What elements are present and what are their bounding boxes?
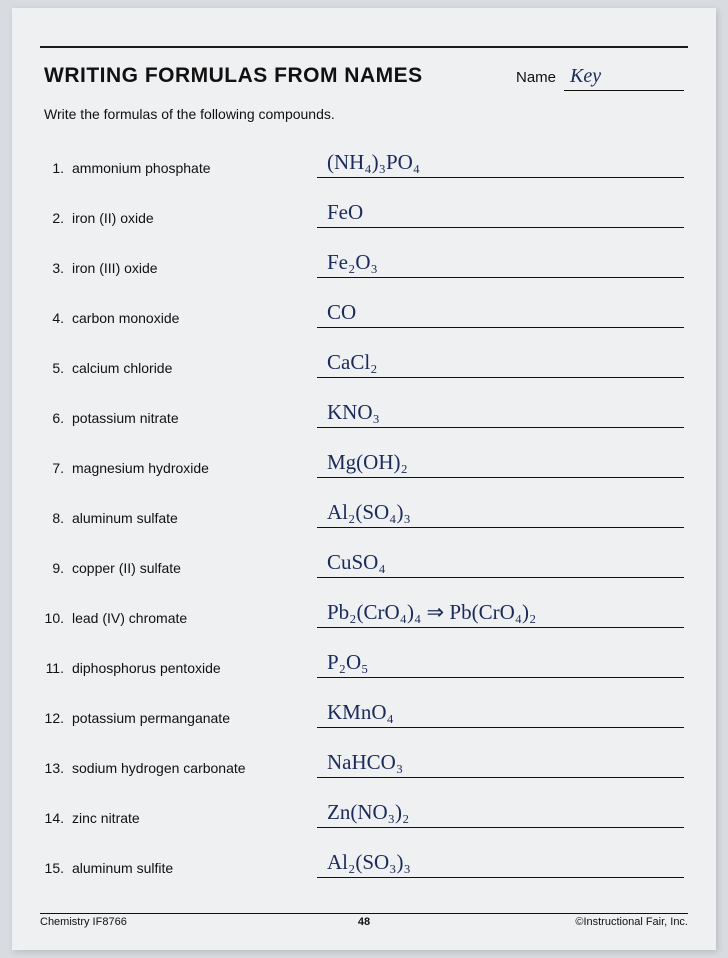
formula-answer: Mg(OH)₂ bbox=[317, 448, 684, 478]
list-item: 2.iron (II) oxide FeO bbox=[44, 182, 684, 232]
formula-answer: Al₂(SO₄)₃ bbox=[317, 498, 684, 528]
worksheet-page: WRITING FORMULAS FROM NAMES Name Key Wri… bbox=[12, 8, 716, 950]
item-number: 13. bbox=[44, 760, 72, 782]
page-title: WRITING FORMULAS FROM NAMES bbox=[44, 64, 423, 88]
footer-page-number: 48 bbox=[358, 916, 370, 928]
formula-answer: P₂O₅ bbox=[317, 648, 684, 678]
name-label: Name bbox=[516, 69, 556, 86]
compound-name: potassium permanganate bbox=[72, 710, 307, 732]
formula-answer: Pb₂(CrO₄)₄ ⇒ Pb(CrO₄)₂ bbox=[317, 598, 684, 628]
list-item: 4.carbon monoxide CO bbox=[44, 282, 684, 332]
compound-name: iron (III) oxide bbox=[72, 260, 307, 282]
name-field-area: Name Key bbox=[516, 65, 684, 91]
compound-name: potassium nitrate bbox=[72, 410, 307, 432]
item-number: 3. bbox=[44, 260, 72, 282]
item-number: 11. bbox=[44, 660, 72, 682]
item-number: 5. bbox=[44, 360, 72, 382]
formula-answer: CuSO₄ bbox=[317, 548, 684, 578]
footer-left: Chemistry IF8766 bbox=[40, 916, 127, 928]
footer-right: ©Instructional Fair, Inc. bbox=[575, 916, 688, 928]
item-number: 4. bbox=[44, 310, 72, 332]
compound-name: ammonium phosphate bbox=[72, 160, 307, 182]
item-number: 1. bbox=[44, 160, 72, 182]
item-number: 15. bbox=[44, 860, 72, 882]
item-number: 7. bbox=[44, 460, 72, 482]
list-item: 12.potassium permanganate KMnO₄ bbox=[44, 682, 684, 732]
footer: Chemistry IF8766 48 ©Instructional Fair,… bbox=[40, 913, 688, 928]
list-item: 9.copper (II) sulfate CuSO₄ bbox=[44, 532, 684, 582]
formula-answer: FeO bbox=[317, 198, 684, 228]
formula-answer: Zn(NO₃)₂ bbox=[317, 798, 684, 828]
item-number: 8. bbox=[44, 510, 72, 532]
list-item: 7.magnesium hydroxide Mg(OH)₂ bbox=[44, 432, 684, 482]
compound-name: diphosphorus pentoxide bbox=[72, 660, 307, 682]
item-number: 14. bbox=[44, 810, 72, 832]
top-rule bbox=[40, 46, 688, 48]
formula-answer: (NH₄)₃PO₄ bbox=[317, 148, 684, 178]
formula-answer: NaHCO₃ bbox=[317, 748, 684, 778]
formula-answer: Fe₂O₃ bbox=[317, 248, 684, 278]
compound-name: zinc nitrate bbox=[72, 810, 307, 832]
list-item: 15.aluminum sulfite Al₂(SO₃)₃ bbox=[44, 832, 684, 882]
header: WRITING FORMULAS FROM NAMES Name Key bbox=[44, 64, 684, 91]
compound-name: iron (II) oxide bbox=[72, 210, 307, 232]
compound-name: sodium hydrogen carbonate bbox=[72, 760, 307, 782]
item-number: 2. bbox=[44, 210, 72, 232]
name-value: Key bbox=[564, 65, 684, 91]
list-item: 6.potassium nitrate KNO₃ bbox=[44, 382, 684, 432]
list-item: 5.calcium chloride CaCl₂ bbox=[44, 332, 684, 382]
instructions: Write the formulas of the following comp… bbox=[44, 106, 335, 122]
formula-answer: CaCl₂ bbox=[317, 348, 684, 378]
formula-answer: CO bbox=[317, 298, 684, 328]
compound-name: magnesium hydroxide bbox=[72, 460, 307, 482]
item-number: 9. bbox=[44, 560, 72, 582]
list-item: 1.ammonium phosphate (NH₄)₃PO₄ bbox=[44, 132, 684, 182]
formula-answer: Al₂(SO₃)₃ bbox=[317, 848, 684, 878]
item-number: 12. bbox=[44, 710, 72, 732]
list-item: 14.zinc nitrate Zn(NO₃)₂ bbox=[44, 782, 684, 832]
item-number: 10. bbox=[44, 610, 72, 632]
list-item: 3.iron (III) oxide Fe₂O₃ bbox=[44, 232, 684, 282]
formula-answer: KNO₃ bbox=[317, 398, 684, 428]
compound-name: copper (II) sulfate bbox=[72, 560, 307, 582]
list-item: 10.lead (IV) chromate Pb₂(CrO₄)₄ ⇒ Pb(CrO… bbox=[44, 582, 684, 632]
compound-name: lead (IV) chromate bbox=[72, 610, 307, 632]
compound-name: aluminum sulfate bbox=[72, 510, 307, 532]
list-item: 13.sodium hydrogen carbonate NaHCO₃ bbox=[44, 732, 684, 782]
compound-name: calcium chloride bbox=[72, 360, 307, 382]
list-item: 8.aluminum sulfate Al₂(SO₄)₃ bbox=[44, 482, 684, 532]
compound-name: carbon monoxide bbox=[72, 310, 307, 332]
item-number: 6. bbox=[44, 410, 72, 432]
compound-list: 1.ammonium phosphate (NH₄)₃PO₄ 2.iron (II)… bbox=[44, 132, 684, 882]
formula-answer: KMnO₄ bbox=[317, 698, 684, 728]
list-item: 11.diphosphorus pentoxide P₂O₅ bbox=[44, 632, 684, 682]
compound-name: aluminum sulfite bbox=[72, 860, 307, 882]
